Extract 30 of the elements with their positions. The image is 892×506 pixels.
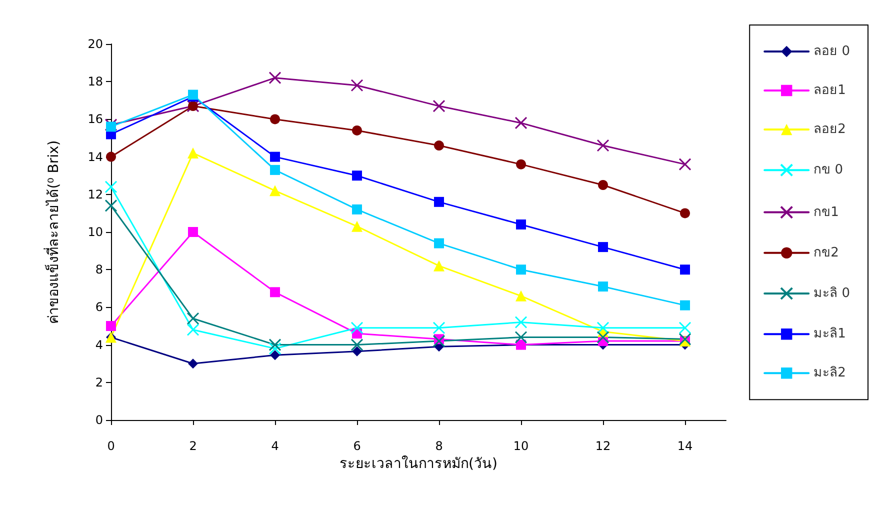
x-tick-label: 8 — [435, 439, 443, 453]
x-axis-title: ระยะเวลาในการหมัก(วัน) — [340, 454, 498, 472]
y-tick-label: 4 — [95, 338, 103, 352]
y-tick-label: 0 — [95, 413, 103, 427]
y-tick-label: 6 — [95, 300, 103, 314]
legend-label: กข2 — [814, 245, 839, 260]
legend-label: ลอย1 — [814, 83, 846, 98]
y-tick-label: 16 — [88, 112, 103, 126]
y-tick-label: 12 — [88, 187, 103, 202]
x-tick-label: 0 — [107, 439, 115, 453]
legend-label: กข1 — [814, 204, 839, 220]
x-tick-label: 14 — [677, 439, 693, 453]
y-tick-label: 20 — [88, 37, 103, 51]
x-tick-label: 12 — [595, 439, 611, 453]
y-tick-label: 8 — [95, 262, 103, 277]
x-tick-label: 4 — [271, 439, 279, 453]
y-tick-label: 2 — [95, 375, 103, 390]
y-tick-label: 10 — [88, 225, 103, 239]
legend-label: กข 0 — [814, 162, 844, 178]
y-tick-label: 18 — [88, 74, 103, 89]
x-tick-label: 2 — [189, 439, 197, 453]
legend-label: มะลิ2 — [814, 366, 846, 381]
x-tick-label: 10 — [513, 439, 529, 453]
legend-label: ลอย 0 — [814, 44, 850, 59]
x-tick-label: 6 — [353, 439, 361, 453]
legend-label: ลอย2 — [814, 122, 846, 137]
y-tick-label: 14 — [88, 150, 103, 164]
legend-label: มะลิ1 — [814, 326, 846, 342]
legend-label: มะลิ 0 — [814, 286, 850, 301]
y-axis-title: ค่าของแข็งที่ละลายได้(⁰ Brix) — [44, 140, 62, 324]
